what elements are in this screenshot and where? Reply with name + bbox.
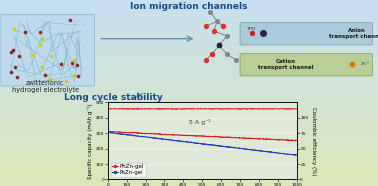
Point	[48, 55, 54, 58]
Point	[39, 65, 45, 68]
Point	[8, 51, 14, 54]
Point	[224, 53, 230, 56]
Point	[220, 25, 226, 28]
Point	[63, 80, 69, 83]
Point	[22, 31, 28, 34]
Point	[74, 75, 81, 78]
Point	[214, 20, 220, 23]
Text: Anion
transport channel: Anion transport channel	[329, 28, 378, 39]
Text: Ion migration channels: Ion migration channels	[130, 2, 248, 11]
Text: Zn²⁺: Zn²⁺	[361, 62, 371, 66]
Y-axis label: Coulombic efficiency (%): Coulombic efficiency (%)	[311, 107, 316, 175]
Point	[42, 74, 48, 77]
Point	[233, 58, 239, 61]
Point	[8, 70, 14, 73]
Point	[203, 25, 209, 28]
Point	[260, 32, 266, 35]
Point	[47, 77, 53, 80]
Point	[207, 10, 213, 13]
Point	[12, 66, 18, 69]
FancyBboxPatch shape	[240, 23, 372, 45]
Point	[37, 44, 43, 47]
Point	[37, 31, 43, 34]
Text: zwitterionic
hydrogel electrolyte: zwitterionic hydrogel electrolyte	[12, 80, 79, 93]
Point	[203, 58, 209, 61]
Point	[71, 59, 77, 62]
Point	[211, 29, 217, 32]
Point	[224, 34, 230, 37]
FancyBboxPatch shape	[0, 15, 94, 86]
Point	[57, 63, 64, 66]
Y-axis label: Specific capacity (mAh g⁻¹): Specific capacity (mAh g⁻¹)	[87, 103, 93, 179]
Point	[14, 75, 20, 78]
Point	[209, 53, 215, 56]
Point	[17, 54, 23, 57]
Legend: PhZn-gel, PsZn-gel: PhZn-gel, PsZn-gel	[110, 163, 146, 177]
Point	[349, 63, 355, 66]
Point	[249, 32, 255, 35]
FancyArrowPatch shape	[137, 93, 143, 97]
Text: Cation
transport channel: Cation transport channel	[257, 59, 313, 70]
Point	[39, 37, 45, 40]
FancyBboxPatch shape	[240, 54, 372, 76]
Point	[74, 64, 80, 67]
Point	[11, 28, 17, 31]
Text: Long cycle stability: Long cycle stability	[64, 93, 163, 102]
Text: 5 A g⁻¹: 5 A g⁻¹	[189, 119, 211, 125]
Point	[216, 44, 222, 47]
Point	[10, 49, 16, 52]
FancyArrowPatch shape	[101, 36, 192, 41]
Point	[71, 74, 77, 77]
Point	[30, 54, 36, 57]
Text: TFSI: TFSI	[246, 27, 255, 31]
Point	[67, 18, 73, 21]
Point	[69, 62, 75, 65]
